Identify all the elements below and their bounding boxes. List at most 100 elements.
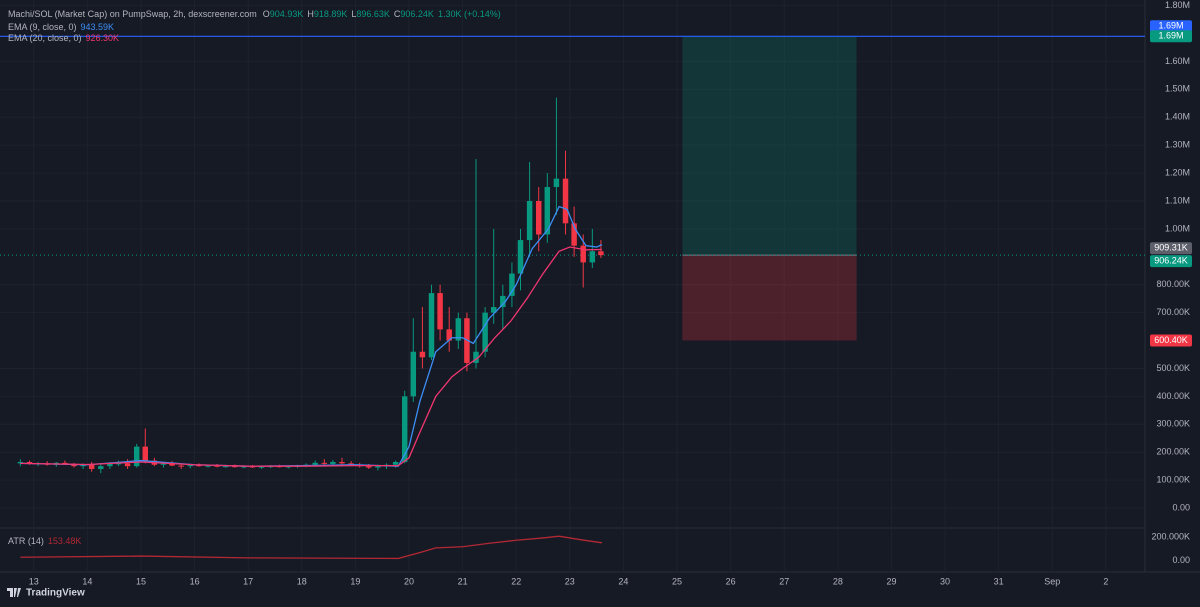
- target-price-label-bg: [1150, 30, 1192, 43]
- x-tick-label: 17: [243, 576, 253, 586]
- candle-body: [526, 200, 533, 241]
- ohlc-value: 918.89K: [314, 9, 348, 19]
- candle-body: [124, 463, 131, 467]
- x-tick-label: 27: [779, 576, 789, 586]
- y-tick-label: 1.60M: [1165, 56, 1190, 66]
- hline-price-label-bg: [1150, 20, 1192, 33]
- legend-entry: EMA (9, close, 0) 943.59K: [8, 22, 114, 32]
- hline-price-label: 1.69M: [1158, 21, 1183, 31]
- change: 1.30K (+0.14%): [438, 9, 501, 19]
- atr-legend: ATR (14) 153.48K: [8, 536, 81, 546]
- last-price-label-bg: [1150, 255, 1192, 268]
- legend-name: ATR (14): [8, 536, 44, 546]
- y-tick-label: 200.000K: [1151, 532, 1190, 542]
- symbol-title: Machi/SOL (Market Cap) on PumpSwap, 2h, …: [8, 9, 257, 19]
- y-tick-label: 300.00K: [1156, 419, 1190, 429]
- candle-body: [222, 466, 229, 468]
- ohlc-value: 904.93K: [270, 9, 304, 19]
- candle-body: [375, 466, 381, 468]
- candle-body: [107, 463, 113, 467]
- candle-body: [142, 446, 149, 461]
- x-tick-label: 16: [190, 576, 200, 586]
- candle-body: [509, 273, 515, 296]
- candle-body: [562, 178, 569, 224]
- y-tick-label: 1.50M: [1165, 84, 1190, 94]
- x-tick-label: 20: [404, 576, 414, 586]
- candle-body: [348, 463, 354, 465]
- candle-body: [446, 329, 452, 341]
- candle-body: [321, 462, 328, 464]
- ohlc-key: L: [351, 9, 356, 19]
- x-tick-label: 18: [297, 576, 307, 586]
- candle-body: [214, 465, 220, 467]
- candle-body: [535, 200, 542, 235]
- footer-brand: TradingView: [26, 588, 85, 599]
- candle-body: [419, 351, 426, 358]
- candle-body: [88, 464, 95, 469]
- candle-body: [249, 466, 256, 468]
- candle-body: [437, 293, 443, 330]
- y-tick-label: 0.00: [1172, 502, 1190, 512]
- position-loss: [682, 255, 857, 341]
- x-tick-label: Sep: [1044, 576, 1060, 586]
- ohlc-value: 906.24K: [400, 9, 434, 19]
- candle-body: [366, 466, 372, 468]
- x-tick-label: 15: [136, 576, 146, 586]
- candle-body: [80, 464, 86, 467]
- x-tick-label: 21: [458, 576, 468, 586]
- legend-name: EMA (9, close, 0): [8, 22, 77, 32]
- candle-body: [62, 462, 68, 464]
- y-tick-label: 1.00M: [1165, 223, 1190, 233]
- candle-body: [187, 464, 194, 467]
- y-tick-label: 1.10M: [1165, 195, 1190, 205]
- candle-body: [160, 463, 167, 465]
- candle-body: [98, 466, 104, 469]
- ohlc-key: H: [307, 9, 314, 19]
- y-tick-label: 1.40M: [1165, 112, 1190, 122]
- legend-value: 926.30K: [86, 33, 120, 43]
- candle-body: [401, 396, 408, 462]
- candle-body: [133, 446, 140, 467]
- logo: [7, 588, 21, 597]
- y-tick-label: 100.00K: [1156, 475, 1190, 485]
- x-tick-label: 28: [833, 576, 843, 586]
- candle-body: [482, 312, 488, 352]
- ohlc-value: 896.63K: [356, 9, 390, 19]
- candle-body: [428, 293, 435, 358]
- x-tick-label: 13: [29, 576, 39, 586]
- candle-body: [232, 466, 238, 468]
- target-price-label: 1.69M: [1158, 31, 1183, 41]
- candle-body: [115, 463, 122, 465]
- x-tick-label: 24: [618, 576, 628, 586]
- header: Machi/SOL (Market Cap) on PumpSwap, 2h, …: [8, 9, 501, 19]
- x-tick-label: 14: [82, 576, 92, 586]
- y-tick-label: 1.20M: [1165, 167, 1190, 177]
- y-tick-label: 200.00K: [1156, 447, 1190, 457]
- candle-body: [544, 187, 551, 235]
- candle-body: [285, 466, 292, 468]
- candle-body: [392, 461, 399, 465]
- x-tick-label: 30: [940, 576, 950, 586]
- x-tick-label: 29: [886, 576, 896, 586]
- y-tick-label: 1.80M: [1165, 0, 1190, 10]
- candle-body: [17, 461, 24, 464]
- price-label-bg: [1150, 242, 1192, 255]
- legend-entry: EMA (20, close, 0) 926.30K: [8, 33, 119, 43]
- y-tick-label: 1.30M: [1165, 140, 1190, 150]
- candle-body: [178, 465, 184, 467]
- legend-value: 943.59K: [81, 22, 115, 32]
- candle-body: [598, 251, 604, 256]
- position-profit: [682, 36, 857, 256]
- y-tick-label: 800.00K: [1156, 279, 1190, 289]
- y-tick-label: 400.00K: [1156, 391, 1190, 401]
- atr-line: [20, 535, 603, 560]
- x-tick-label: 25: [672, 576, 682, 586]
- y-tick-label: 500.00K: [1156, 363, 1190, 373]
- legend-value: 153.48K: [48, 536, 82, 546]
- candle-body: [169, 463, 175, 466]
- candle-body: [241, 466, 247, 468]
- y-tick-label: 0.00: [1172, 555, 1190, 565]
- candle-body: [312, 462, 318, 465]
